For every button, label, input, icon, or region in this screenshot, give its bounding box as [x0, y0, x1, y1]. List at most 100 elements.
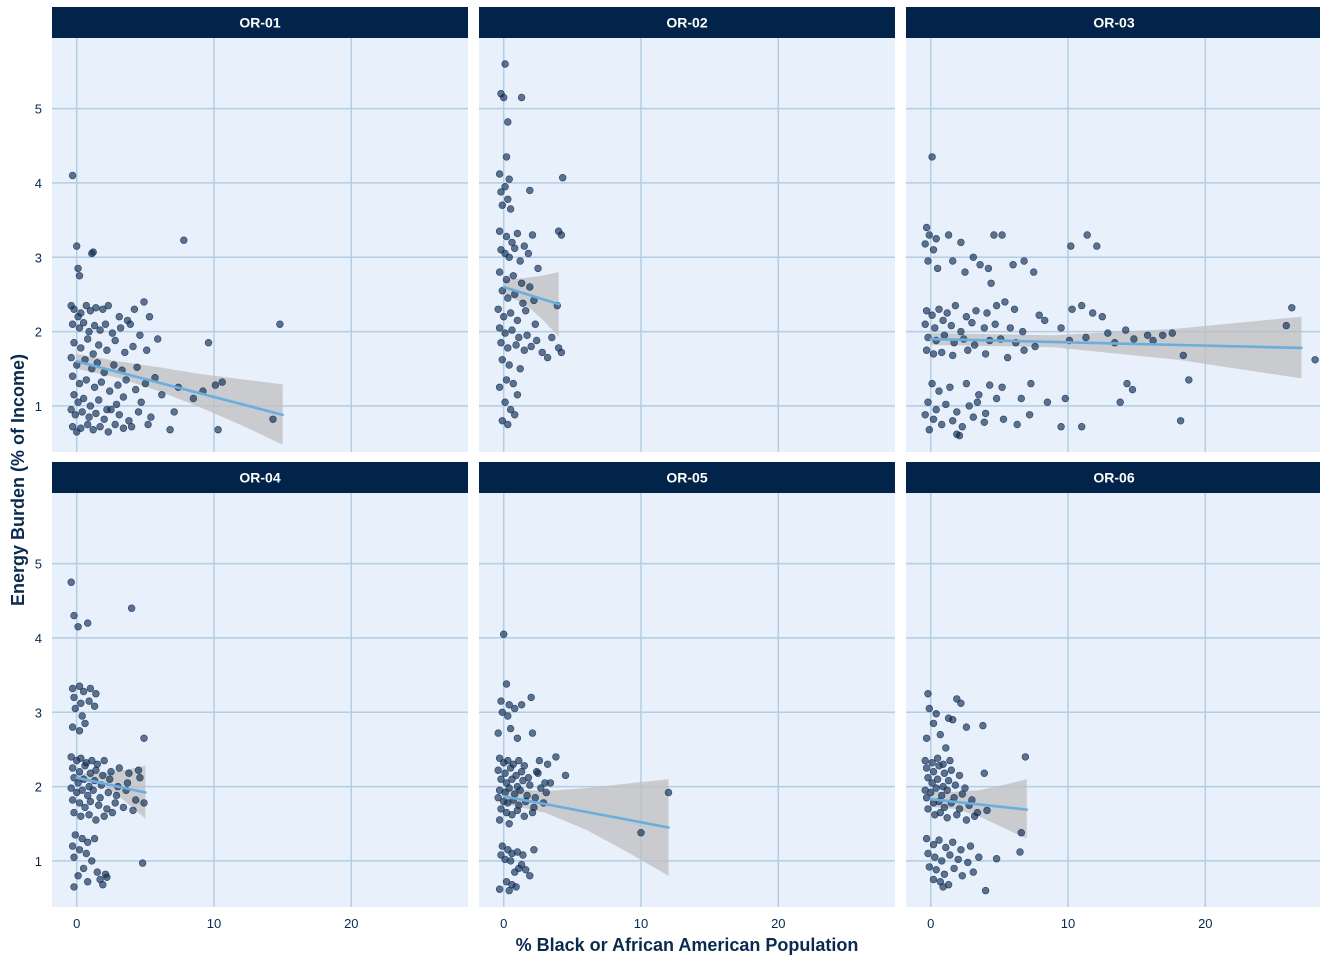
data-point — [929, 415, 938, 423]
data-point — [516, 786, 524, 794]
data-point — [515, 756, 523, 765]
data-point — [75, 799, 84, 807]
data-point — [189, 394, 198, 403]
data-point — [942, 843, 950, 852]
data-point — [928, 379, 936, 388]
data-point — [557, 231, 566, 239]
data-point — [1021, 753, 1030, 761]
trend-line — [502, 794, 670, 829]
data-point — [82, 376, 91, 384]
data-point — [992, 854, 1001, 863]
data-point — [1311, 356, 1319, 364]
data-point — [1001, 298, 1009, 306]
data-point — [107, 405, 115, 414]
data-point — [1143, 331, 1152, 339]
data-point — [495, 885, 504, 893]
data-point — [504, 195, 512, 204]
confidence-band — [930, 779, 1027, 839]
data-point — [957, 327, 965, 336]
data-point — [74, 398, 82, 406]
data-point — [68, 842, 77, 850]
data-point — [497, 775, 505, 783]
facet-strip — [479, 7, 895, 38]
data-point — [497, 188, 505, 196]
data-point — [980, 324, 988, 332]
data-point — [74, 872, 82, 880]
data-point — [83, 791, 92, 800]
facet-strip-label: OR-06 — [1093, 470, 1134, 486]
data-point — [495, 170, 504, 178]
data-point — [504, 756, 512, 765]
data-point — [78, 408, 86, 416]
data-point — [942, 744, 950, 752]
data-point — [96, 793, 104, 802]
data-point — [276, 320, 284, 328]
data-point — [116, 324, 125, 332]
data-point — [946, 383, 954, 391]
data-point — [937, 420, 946, 429]
data-point — [77, 344, 85, 352]
data-point — [90, 383, 99, 391]
data-point — [924, 805, 932, 813]
facet-strip-label: OR-01 — [239, 15, 280, 31]
data-point — [1149, 336, 1157, 345]
data-point — [501, 398, 509, 406]
data-point — [140, 298, 148, 306]
data-point — [970, 812, 979, 820]
data-point — [932, 784, 940, 792]
data-point — [119, 803, 128, 812]
data-point — [1068, 305, 1076, 313]
panel-background — [906, 38, 1320, 452]
y-tick-label: 4 — [35, 176, 42, 191]
data-point — [498, 287, 506, 295]
data-point — [935, 762, 943, 770]
data-point — [75, 727, 84, 735]
data-point — [1104, 329, 1112, 337]
data-point — [958, 423, 966, 431]
data-point — [123, 779, 132, 787]
data-point — [70, 883, 78, 891]
data-point — [517, 767, 526, 776]
facet-panel-or-05: OR-05 0 10 20 — [479, 462, 895, 931]
data-point — [136, 331, 144, 339]
data-point — [561, 771, 570, 780]
data-point — [966, 842, 975, 850]
data-point — [508, 811, 516, 819]
data-point — [942, 400, 950, 409]
data-point — [931, 324, 939, 332]
data-point — [94, 801, 103, 809]
facet-panel-or-03: OR-03 — [906, 7, 1320, 452]
data-point — [998, 383, 1006, 391]
data-point — [115, 313, 124, 321]
data-point — [953, 408, 961, 416]
data-point — [948, 257, 957, 265]
data-point — [546, 779, 555, 787]
data-point — [81, 719, 89, 728]
data-point — [1031, 342, 1039, 351]
data-point — [519, 776, 527, 785]
data-point — [170, 408, 178, 416]
data-point — [947, 321, 955, 330]
y-tick-label: 5 — [35, 557, 42, 572]
data-point — [71, 411, 80, 419]
data-point — [107, 767, 115, 776]
data-point — [936, 730, 944, 739]
data-point — [127, 423, 136, 431]
data-point — [944, 231, 953, 239]
data-point — [96, 326, 104, 334]
data-point — [948, 838, 957, 846]
data-point — [537, 784, 545, 792]
data-point — [1082, 333, 1090, 342]
data-point — [103, 346, 111, 354]
data-point — [521, 866, 530, 874]
x-tick-label: 10 — [207, 916, 221, 931]
data-point — [526, 781, 534, 789]
data-point — [509, 272, 517, 280]
data-point — [548, 333, 556, 342]
data-point — [79, 687, 88, 696]
confidence-band — [503, 272, 559, 337]
data-point — [105, 775, 114, 783]
data-point — [1020, 346, 1028, 354]
data-point — [511, 244, 519, 253]
